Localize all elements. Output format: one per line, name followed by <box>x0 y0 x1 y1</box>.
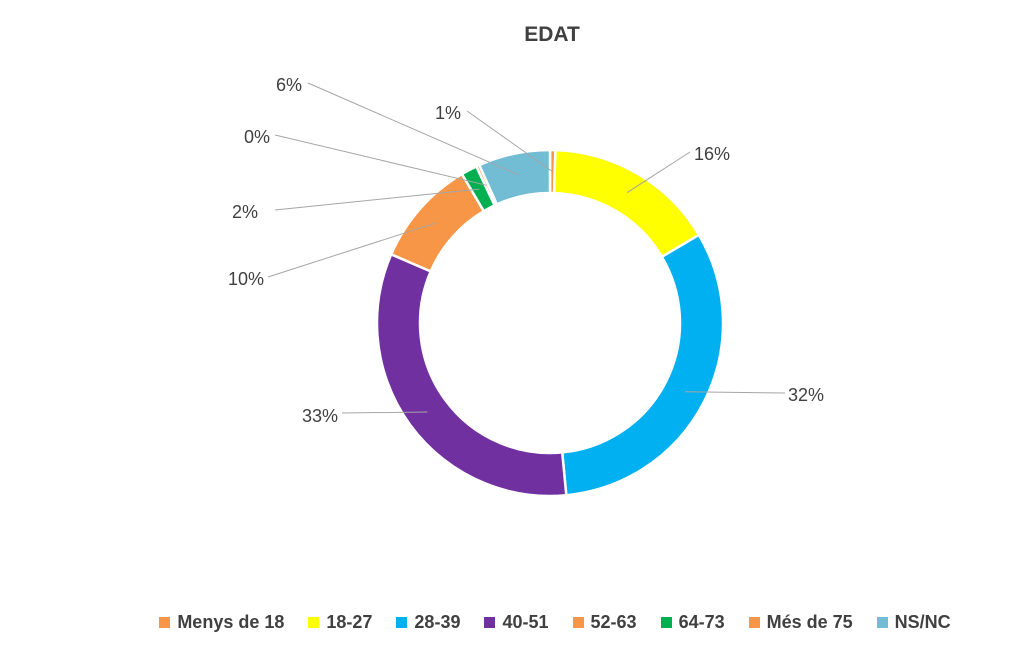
data-label: 0% <box>244 127 270 147</box>
leader-line <box>267 222 437 278</box>
legend-swatch <box>660 617 672 628</box>
legend: Menys de 18 18-27 28-39 40-51 52-63 64-73 Més … <box>0 612 1031 633</box>
data-label: 32% <box>788 385 824 405</box>
chart-title: EDAT <box>524 23 580 46</box>
legend-swatch <box>484 617 496 628</box>
leader-line <box>684 391 786 394</box>
data-label: 1% <box>435 103 461 123</box>
legend-label: Més de 75 <box>766 612 853 632</box>
slices <box>375 148 725 498</box>
legend-swatch <box>572 617 584 628</box>
legend-label: 52-63 <box>590 612 637 632</box>
slice-40-51 <box>375 252 568 498</box>
legend-swatch <box>748 617 760 628</box>
slice-ns-nc <box>477 148 552 207</box>
legend-item: 52-63 <box>572 612 637 633</box>
legend-item: 40-51 <box>484 612 549 633</box>
legend-label: 40-51 <box>502 612 549 632</box>
legend-swatch <box>876 617 888 628</box>
legend-item: 28-39 <box>396 612 460 633</box>
legend-label: NS/NC <box>894 612 951 632</box>
legend-item: 64-73 <box>660 612 725 633</box>
data-label: 16% <box>694 144 730 164</box>
data-label: 33% <box>302 406 338 426</box>
legend-item: Menys de 18 <box>159 612 284 633</box>
legend-swatch <box>396 617 408 628</box>
data-label: 10% <box>228 269 264 289</box>
data-labels: 1% 16% 32% 33% 10% 2% 0% 6% <box>228 75 824 426</box>
leader-lines <box>267 82 786 414</box>
legend-item: Més de 75 <box>748 612 853 633</box>
data-label: 2% <box>232 202 258 222</box>
data-label: 6% <box>276 75 302 95</box>
legend-label: 64-73 <box>678 612 725 632</box>
legend-swatch <box>159 617 171 628</box>
legend-item: 18-27 <box>308 612 372 633</box>
slice-18-27 <box>552 148 701 259</box>
legend-label: Menys de 18 <box>177 612 285 632</box>
legend-swatch <box>308 617 320 628</box>
leader-line <box>307 82 519 176</box>
leader-line <box>626 151 691 194</box>
slice-28-39 <box>560 233 725 497</box>
legend-label: 28-39 <box>414 612 461 632</box>
legend-item: NS/NC <box>876 612 951 633</box>
leader-line <box>466 110 553 172</box>
leader-line <box>341 411 428 414</box>
legend-label: 18-27 <box>326 612 373 632</box>
leader-line <box>274 134 487 186</box>
leader-line <box>274 188 480 211</box>
